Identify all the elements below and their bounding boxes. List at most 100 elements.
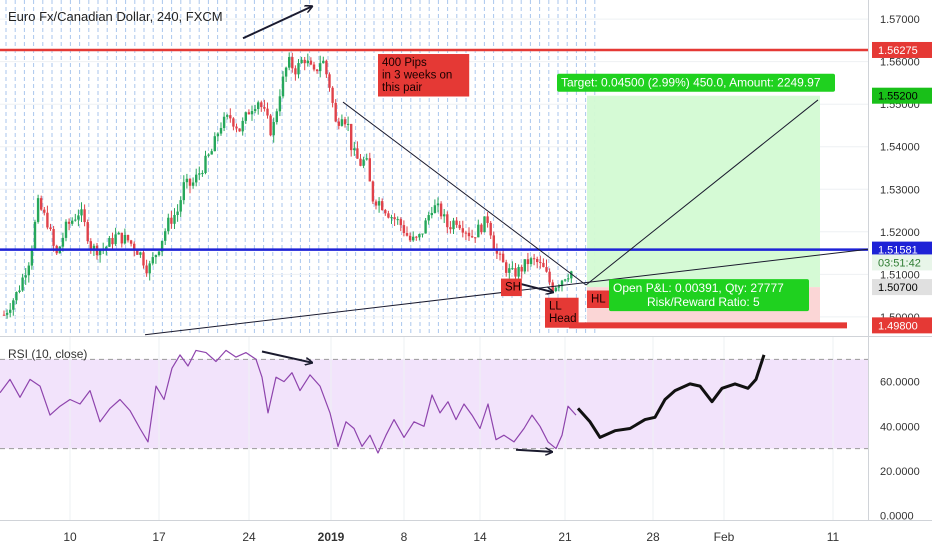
candle-body [278, 96, 282, 112]
candle-body [226, 115, 229, 117]
candle-body [77, 215, 80, 220]
candle-body [520, 267, 523, 272]
candle-body [46, 212, 49, 228]
candle-body [405, 233, 409, 236]
price-arrow [242, 6, 312, 40]
candle-body [269, 115, 272, 136]
annotation-text: Head [549, 313, 577, 325]
candle-body [325, 60, 328, 75]
target-label-box [557, 73, 835, 92]
price-tag [872, 87, 932, 104]
candle-body [539, 262, 542, 264]
candle-body [281, 76, 285, 97]
candle-body [272, 122, 275, 136]
open-pnl-label: Open P&L: 0.00391, Qty: 27777 [613, 281, 784, 295]
price-tag-label: 1.56275 [878, 45, 918, 57]
risk-reward-label: Risk/Reward Ratio: 5 [647, 295, 760, 309]
candle-body [129, 240, 133, 244]
annotation-text: this pair [382, 82, 422, 94]
candle-body [458, 224, 461, 229]
candle-body [387, 213, 390, 218]
candle-body [297, 63, 300, 75]
candle-body [198, 173, 201, 175]
candle-body [353, 148, 356, 151]
candle-body [167, 217, 170, 232]
candle-body [5, 312, 9, 315]
candle-body [204, 155, 207, 174]
chart-title: Euro Fx/Canadian Dollar, 240, FXCM [8, 9, 223, 24]
candle-body [427, 215, 430, 221]
candle-body [207, 154, 210, 156]
candle-body [188, 178, 192, 186]
candle-body [241, 120, 244, 132]
candle-body [365, 158, 368, 160]
annotation-text: 400 Pips [382, 57, 427, 69]
candle-body [554, 287, 557, 292]
candle-body [346, 123, 350, 125]
candle-body [439, 203, 443, 217]
candle-body [15, 292, 18, 301]
candle-body [151, 257, 154, 264]
candle-body [350, 123, 353, 151]
price-tag [872, 254, 932, 271]
candle-body [480, 224, 483, 233]
candle-body [260, 102, 263, 108]
candle-body [67, 221, 71, 224]
candle-body [328, 74, 331, 88]
candle-body [337, 121, 340, 126]
rsi-projection-line [576, 354, 766, 439]
candle-body [250, 111, 254, 115]
candle-body [176, 211, 179, 216]
candle-body [160, 240, 164, 252]
candle-body [340, 119, 344, 126]
candle-body [111, 238, 114, 245]
stop-label-box [569, 322, 847, 329]
candle-body [461, 228, 464, 233]
annotation-text: SH [505, 282, 521, 294]
rsi-tick-label: 20.0000 [880, 466, 920, 478]
rsi-tick-label: 60.0000 [880, 377, 920, 389]
price-tag [872, 317, 932, 334]
price-tag-label: 1.55200 [878, 91, 918, 103]
candle-body [545, 267, 548, 272]
rsi-tick-label: 40.0000 [880, 421, 920, 433]
candle-body [92, 245, 96, 249]
candle-body [61, 237, 65, 247]
price-tag [872, 279, 932, 296]
candle-body [505, 262, 508, 273]
candle-body [532, 258, 536, 260]
rsi-title: RSI (10, close) [8, 347, 87, 361]
time-tick-label: 28 [646, 530, 660, 544]
candle-body [182, 182, 185, 201]
candle-body [52, 229, 55, 246]
candle-body [368, 158, 371, 182]
candle-body [359, 158, 362, 166]
price-tag-label: 1.50700 [878, 282, 918, 294]
candle-body [412, 236, 415, 241]
time-tick-label: 14 [473, 530, 487, 544]
candle-body [436, 203, 440, 206]
candle-body [219, 128, 223, 134]
price-tag [872, 241, 932, 258]
candle-body [362, 159, 365, 166]
time-tick-label: 24 [242, 530, 256, 544]
rsi-arrow [261, 350, 312, 363]
candle-body [117, 232, 120, 235]
candle-body [312, 64, 316, 70]
candle-body [399, 219, 402, 226]
candle-body [284, 67, 288, 77]
candle-body [322, 60, 325, 64]
candle-body [408, 235, 412, 241]
candle-body [424, 220, 427, 234]
rsi-line [0, 349, 577, 454]
candle-body [36, 198, 40, 222]
candle-body [319, 63, 322, 72]
candle-body [80, 209, 83, 216]
candle-body [489, 222, 492, 236]
candle-body [371, 181, 375, 202]
candle-body [536, 258, 539, 263]
candle-body [529, 258, 533, 265]
candle-body [390, 217, 393, 219]
candle-body [393, 217, 396, 220]
